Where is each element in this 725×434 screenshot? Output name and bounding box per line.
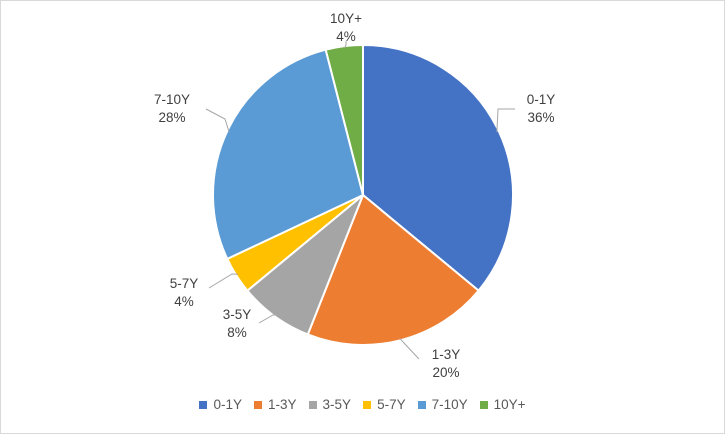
- data-label-category: 0-1Y: [527, 92, 556, 107]
- data-labels: 0-1Y 36% 1-3Y 20% 3-5Y 8% 5-7Y 4% 7-10Y 28% 10Y+ 4%: [154, 11, 555, 380]
- legend-label: 0-1Y: [213, 397, 242, 412]
- leader-line: [496, 108, 515, 133]
- data-label-percent: 20%: [432, 365, 459, 380]
- legend-swatch: [363, 400, 372, 409]
- legend-swatch: [479, 400, 488, 409]
- data-label: 10Y+ 4%: [330, 11, 362, 44]
- legend-label: 7-10Y: [431, 397, 468, 412]
- pie-slice-7-10y: [212, 48, 365, 261]
- legend-swatch: [417, 400, 426, 409]
- leader-line: [205, 108, 230, 133]
- data-label-category: 10Y+: [330, 11, 362, 26]
- data-label-percent: 28%: [158, 110, 185, 125]
- legend: 0-1Y 1-3Y 3-5Y 5-7Y 7-10Y 10Y+: [1, 397, 724, 412]
- legend-label: 3-5Y: [322, 397, 352, 412]
- data-label-category: 5-7Y: [170, 276, 199, 291]
- leader-lines: [205, 41, 515, 360]
- legend-item: 1-3Y: [254, 397, 297, 412]
- data-label: 7-10Y 28%: [154, 92, 190, 125]
- data-label: 0-1Y 36%: [527, 92, 556, 125]
- data-label: 3-5Y 8%: [223, 307, 252, 340]
- leader-line: [399, 338, 420, 360]
- data-label: 5-7Y 4%: [170, 276, 199, 309]
- pie-slices: [212, 43, 514, 346]
- data-label: 1-3Y 20%: [432, 347, 461, 380]
- legend-swatch: [308, 400, 317, 409]
- data-label-category: 7-10Y: [154, 92, 190, 107]
- pie-slice-1-3y: [306, 193, 480, 346]
- legend-item: 7-10Y: [417, 397, 468, 412]
- legend-label: 5-7Y: [377, 397, 406, 412]
- leader-line: [258, 314, 277, 324]
- legend-item: 0-1Y: [199, 397, 242, 412]
- pie-slice-10y-: [324, 43, 364, 196]
- data-label-percent: 8%: [227, 325, 247, 340]
- legend-label: 1-3Y: [268, 397, 297, 412]
- legend-item: 3-5Y: [308, 397, 352, 412]
- legend-item: 10Y+: [479, 397, 526, 412]
- pie-slice-0-1y: [362, 43, 514, 293]
- data-label-percent: 36%: [527, 110, 554, 125]
- data-label-category: 1-3Y: [432, 347, 461, 362]
- legend-swatch: [199, 400, 208, 409]
- data-label-category: 3-5Y: [223, 307, 252, 322]
- data-label-percent: 4%: [174, 294, 194, 309]
- data-label-percent: 4%: [336, 29, 356, 44]
- legend-item: 5-7Y: [363, 397, 406, 412]
- leader-line: [208, 273, 239, 289]
- legend-label: 10Y+: [493, 397, 526, 412]
- legend-swatch: [254, 400, 262, 409]
- leader-line: [344, 41, 347, 49]
